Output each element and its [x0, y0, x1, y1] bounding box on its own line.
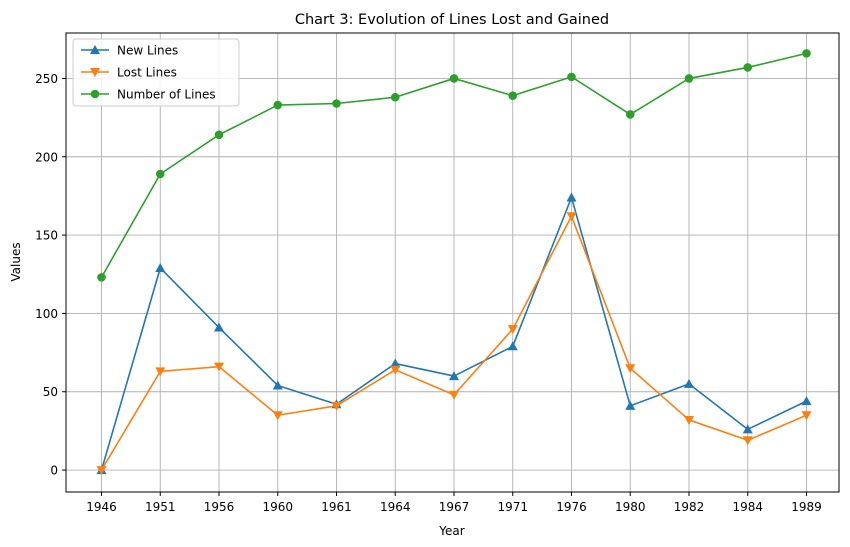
x-tick-label: 1976 [556, 500, 587, 514]
legend-marker [90, 45, 100, 54]
legend-box [72, 38, 240, 107]
data-point [214, 322, 224, 332]
legend-item: New Lines [81, 44, 178, 58]
series-new-lines [96, 192, 812, 475]
y-tick-label: 200 [35, 150, 58, 164]
x-axis: 1946 1951 1956 1960 1961 1964 1967 1971 1976 1980… [86, 492, 822, 514]
data-point [742, 424, 753, 434]
data-point [566, 212, 577, 222]
data-point [97, 273, 106, 282]
data-point [684, 378, 694, 388]
data-point [332, 99, 341, 108]
plot-frame [65, 32, 840, 493]
data-point [684, 74, 694, 83]
data-point [214, 130, 224, 140]
data-point [272, 380, 283, 390]
data-point [214, 362, 224, 372]
data-point [390, 365, 401, 375]
data-point [567, 72, 576, 82]
series-layer [96, 49, 812, 476]
data-point [566, 192, 577, 202]
x-tick-label: 1946 [86, 500, 117, 514]
data-point [449, 74, 459, 83]
legend-label: Lost Lines [117, 66, 177, 80]
data-point [449, 390, 459, 400]
x-tick-label: 1960 [262, 500, 293, 514]
data-point [155, 169, 165, 179]
data-point [625, 110, 635, 119]
data-point [331, 401, 342, 411]
y-tick-label: 100 [35, 307, 58, 321]
x-tick-label: 1982 [674, 500, 705, 514]
data-point [802, 49, 811, 58]
data-point [743, 63, 753, 72]
data-point [449, 371, 459, 381]
legend-label: New Lines [117, 44, 178, 58]
data-point [801, 411, 812, 421]
y-axis: 0 50 100 150 200 250 [35, 72, 66, 478]
legend-item: Number of Lines [81, 88, 216, 102]
y-axis-label: Values [9, 242, 23, 281]
chart-title: Chart 3: Evolution of Lines Lost and Gai… [295, 12, 609, 28]
data-point [508, 91, 518, 100]
x-tick-label: 1951 [145, 500, 176, 514]
legend-item: Lost Lines [81, 66, 177, 80]
data-point [625, 364, 636, 374]
y-tick-label: 0 [50, 464, 58, 478]
x-tick-label: 1961 [321, 500, 352, 514]
x-tick-label: 1980 [615, 500, 646, 514]
data-point [625, 400, 636, 410]
data-point [801, 396, 812, 406]
data-point [390, 358, 401, 368]
x-tick-label: 1989 [791, 500, 822, 514]
legend-label: Number of Lines [117, 88, 216, 102]
data-point [684, 415, 694, 425]
y-tick-label: 50 [43, 385, 58, 399]
x-tick-label: 1964 [380, 500, 411, 514]
x-tick-label: 1984 [732, 500, 763, 514]
data-point [507, 325, 518, 335]
series-lost-lines [96, 212, 812, 476]
legend-marker [90, 68, 100, 77]
data-point [507, 341, 518, 351]
data-point [390, 92, 400, 102]
x-tick-label: 1971 [497, 500, 528, 514]
data-point [155, 367, 166, 377]
data-point [155, 262, 166, 272]
y-tick-label: 250 [35, 72, 58, 86]
data-point [742, 436, 753, 446]
data-point [273, 100, 283, 110]
x-axis-label: Year [438, 524, 464, 538]
x-tick-label: 1967 [439, 500, 470, 514]
series-number-of-lines [97, 49, 811, 282]
legend: New Lines Lost Lines Number of Lines [72, 38, 240, 107]
data-point [96, 466, 107, 476]
data-point [272, 411, 283, 421]
y-tick-label: 150 [35, 229, 58, 243]
legend-marker [90, 89, 100, 99]
x-tick-label: 1956 [204, 500, 235, 514]
